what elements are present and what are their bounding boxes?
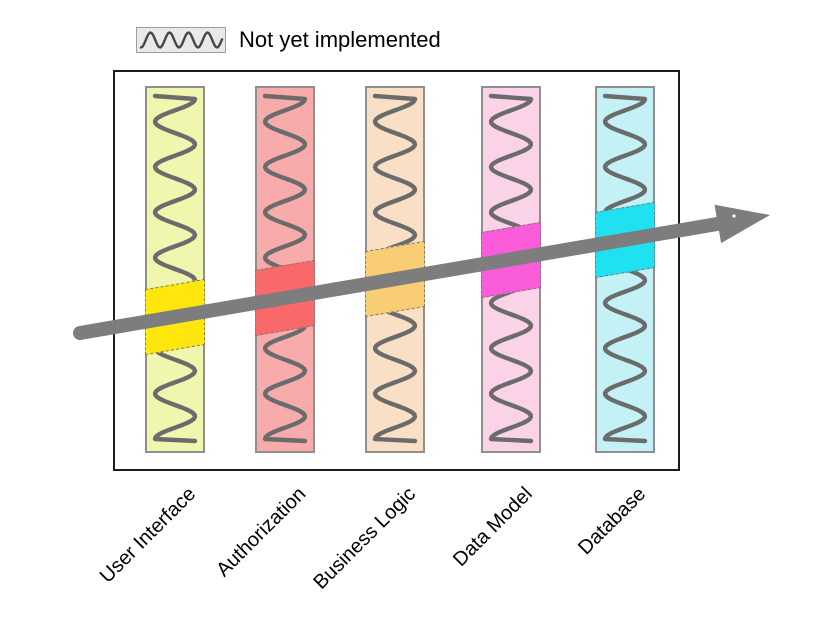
legend-label: Not yet implemented bbox=[239, 27, 441, 52]
legend: Not yet implemented bbox=[136, 27, 441, 53]
layer-bar bbox=[365, 86, 425, 453]
squiggle-icon bbox=[139, 31, 224, 49]
layer-bar bbox=[481, 86, 541, 453]
implemented-slice bbox=[145, 278, 205, 355]
layer-bar bbox=[595, 86, 655, 453]
implemented-slice bbox=[365, 241, 425, 318]
not-implemented-squiggle-icon bbox=[152, 93, 198, 444]
layer-label: Authorization bbox=[212, 483, 311, 582]
layer-label: User Interface bbox=[96, 483, 201, 588]
layer-bar bbox=[145, 86, 205, 453]
implemented-slice bbox=[595, 201, 655, 279]
arrowhead-dot bbox=[732, 214, 736, 218]
not-implemented-swatch bbox=[136, 27, 226, 53]
layer-label: Database bbox=[574, 483, 651, 560]
implemented-slice bbox=[481, 221, 541, 298]
implemented-slice bbox=[255, 259, 315, 337]
layer-bar bbox=[255, 86, 315, 453]
layer-label: Business Logic bbox=[309, 483, 421, 594]
arrow-head-icon bbox=[714, 204, 770, 244]
layer-label: Data Model bbox=[448, 483, 537, 571]
